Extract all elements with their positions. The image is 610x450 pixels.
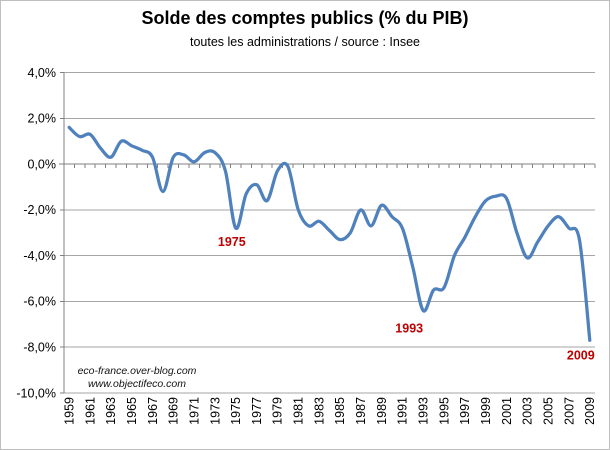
x-axis-label: 1981 [292, 397, 306, 425]
x-axis-label: 1971 [187, 397, 201, 425]
annotation-1975: 1975 [218, 235, 246, 249]
x-axis-label: 1961 [83, 397, 97, 425]
x-axis-label: 1989 [375, 397, 389, 425]
y-axis-label: 2,0% [28, 112, 57, 126]
y-axis-label: -8,0% [23, 341, 56, 355]
x-axis-label: 1997 [458, 397, 472, 425]
y-axis-label: -6,0% [23, 295, 56, 309]
x-axis-label: 1959 [63, 397, 77, 425]
x-axis-label: 1975 [229, 397, 243, 425]
x-axis-label: 2009 [583, 397, 597, 425]
x-axis-label: 1973 [208, 397, 222, 425]
y-axis-label: -4,0% [23, 249, 56, 263]
x-axis-label: 1979 [271, 397, 285, 425]
x-axis-label: 1991 [396, 397, 410, 425]
annotation-1993: 1993 [395, 322, 423, 336]
x-axis-label: 1963 [104, 397, 118, 425]
watermark-line1: eco-france.over-blog.com [77, 365, 197, 377]
watermark: eco-france.over-blog.com www.objectifeco… [64, 365, 210, 391]
y-axis-label: 4,0% [28, 66, 57, 80]
y-axis-label: -2,0% [23, 203, 56, 217]
y-axis-label: -10,0% [16, 386, 56, 400]
x-axis-label: 1999 [479, 397, 493, 425]
x-axis-label: 2007 [562, 397, 576, 425]
x-axis-label: 1967 [146, 397, 160, 425]
x-axis-label: 2003 [521, 397, 535, 425]
watermark-line2: www.objectifeco.com [87, 378, 187, 390]
series-line [67, 125, 592, 342]
chart-subtitle: toutes les administrations / source : In… [190, 35, 420, 49]
chart-title: Solde des comptes publics (% du PIB) [141, 8, 469, 28]
x-axis-label: 2005 [541, 397, 555, 425]
x-axis-label: 1965 [125, 397, 139, 425]
x-axis-label: 1977 [250, 397, 264, 425]
x-axis-label: 1987 [354, 397, 368, 425]
y-axis-label: 0,0% [28, 157, 57, 171]
annotation-2009: 2009 [567, 348, 595, 362]
x-axis-label: 1983 [312, 397, 326, 425]
x-axis-label: 1969 [167, 397, 181, 425]
x-axis-label: 2001 [500, 397, 514, 425]
x-axis-label: 1985 [333, 397, 347, 425]
x-axis-label: 1993 [417, 397, 431, 425]
x-axis-label: 1995 [437, 397, 451, 425]
